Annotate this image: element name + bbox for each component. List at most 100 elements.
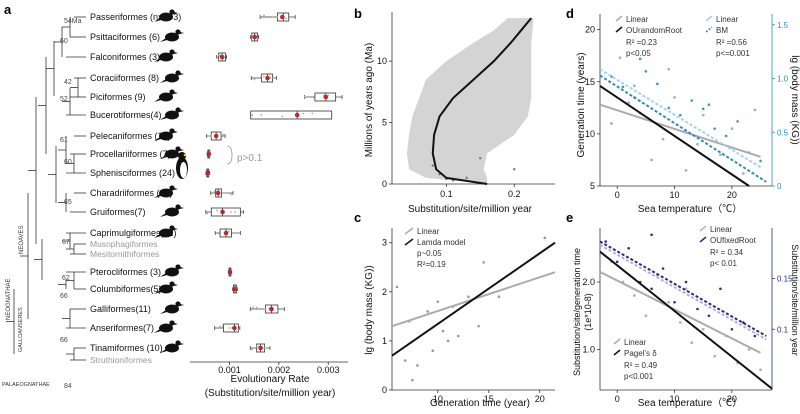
data-point-b [479, 157, 482, 160]
axis-label-x-b: Substitution/site/million year [408, 204, 533, 215]
box-point [237, 328, 240, 331]
chart-c-plot: 10 15 20 0 1 2 3 [382, 228, 556, 404]
bird-beak [174, 131, 178, 133]
data-point-c [403, 359, 407, 362]
bird-icon [154, 225, 178, 238]
x-tick-label-c: 15 [484, 394, 494, 404]
fit-line-e [599, 244, 767, 341]
bird-body [159, 131, 173, 141]
box-point [272, 16, 274, 18]
box-mean-point [232, 325, 237, 331]
box-point [234, 211, 236, 213]
box-mean-point [205, 170, 211, 176]
panel-c: 10 15 20 0 1 2 3 Generation time (year) lg (bo… [364, 227, 556, 409]
taxon-label: Psittaciformes (6) [90, 32, 160, 42]
bird-body [159, 228, 173, 238]
taxon-label: Tinamiformes (10) [90, 343, 163, 353]
bird-body [159, 323, 173, 333]
taxon-label: Falconiformes (3) [90, 52, 160, 62]
x-tick-label-a: 0.002 [268, 365, 291, 375]
taxon-label: Struthioniformes [90, 355, 152, 365]
bird-body [165, 207, 179, 217]
bird-tail [160, 349, 167, 353]
data-point-d-grey [633, 84, 636, 88]
box-point [337, 96, 339, 98]
box-point [269, 77, 272, 79]
y-tick-label-right-d: 1.5 [777, 21, 789, 30]
x-tick-label-e: 10 [670, 394, 680, 404]
bird-icon [154, 128, 178, 141]
bird-tail [154, 98, 161, 102]
panel-letter-e: e [566, 210, 573, 225]
bird-body [159, 284, 173, 294]
box-mean-point [220, 209, 225, 215]
bird-beak [180, 267, 184, 269]
x-tick-label-e: 0 [615, 394, 620, 404]
box-point [265, 347, 268, 349]
data-point-c [467, 295, 470, 299]
bird-tail [154, 137, 161, 141]
panel-e: 0 10 20 1.0 2.0 0.1 0.15 Sea temperature（℃） Su… [572, 225, 800, 409]
box-point [219, 325, 221, 328]
box-point [285, 17, 287, 20]
bird-tail [154, 234, 161, 238]
bird-head [169, 320, 175, 326]
data-point-d-grey [753, 108, 757, 112]
data-point-b [513, 168, 516, 171]
data-point-d-blue [724, 134, 728, 138]
confidence-band [406, 18, 534, 185]
bird-body [159, 92, 173, 102]
bird-head [169, 128, 175, 134]
bird-beak [174, 92, 178, 94]
box-point [215, 57, 218, 60]
bird-icon [160, 301, 184, 314]
box-point [227, 230, 230, 233]
taxon-label: Charadriiformes (29) [90, 188, 173, 198]
legend-d-item-ourandomroot: OUrandomRoot [626, 26, 683, 35]
data-point-d-grey [650, 158, 653, 162]
bird-icon [154, 281, 178, 294]
penguin-icon [176, 152, 188, 179]
data-point-c [456, 334, 460, 338]
box-point [256, 37, 259, 40]
x-tick-label-c: 10 [433, 394, 443, 404]
box-point [263, 14, 265, 17]
data-point-d-grey [667, 67, 671, 71]
data-point-d-blue [638, 57, 642, 61]
data-point-e-blue [719, 287, 722, 291]
axis-label-y-d: Generation time (years) [576, 52, 587, 157]
y-tick-label-right-d: 0.5 [777, 128, 789, 137]
data-point-e-grey [759, 368, 762, 372]
data-point-e-blue [627, 246, 630, 250]
box-point [237, 232, 239, 234]
axis-label-y-right-e: Substitution/site/million year [790, 244, 800, 356]
bird-head [175, 29, 181, 35]
box-mean-point [232, 286, 238, 292]
box-point [259, 14, 262, 17]
legend-e-stat-r2-top: R² = 0.34 [710, 248, 744, 257]
box-mean-point [294, 112, 300, 118]
penguin-patch [183, 153, 187, 157]
fit-line-d [599, 74, 767, 183]
box-point [281, 115, 284, 118]
box-mean-point [258, 345, 263, 351]
box-point [253, 78, 256, 81]
bird-head [175, 146, 181, 152]
node-label-66a: 66 [60, 293, 68, 300]
x-tick-label-d: 0 [615, 190, 620, 200]
legend-d-stat-p: p<0.05 [626, 49, 651, 58]
clade-label-galloanseres: GALLOANSERES [18, 307, 24, 352]
bird-beak [180, 343, 184, 345]
bird-head [169, 49, 175, 55]
box-point [262, 75, 265, 78]
bird-head [175, 264, 181, 270]
y-tick-label-c: 0 [382, 385, 387, 395]
x-tick-label-b: 0.2 [508, 189, 521, 199]
y-tick-label-c: 1 [382, 336, 387, 346]
bird-head [175, 107, 181, 113]
legend-d-right: Linear BM R² =0.56 p<=0.001 [705, 15, 750, 58]
bird-body [165, 32, 179, 42]
bird-beak [174, 52, 178, 54]
taxon-label: Passeriformes (n=173) [90, 12, 181, 22]
data-point-c [411, 378, 414, 382]
